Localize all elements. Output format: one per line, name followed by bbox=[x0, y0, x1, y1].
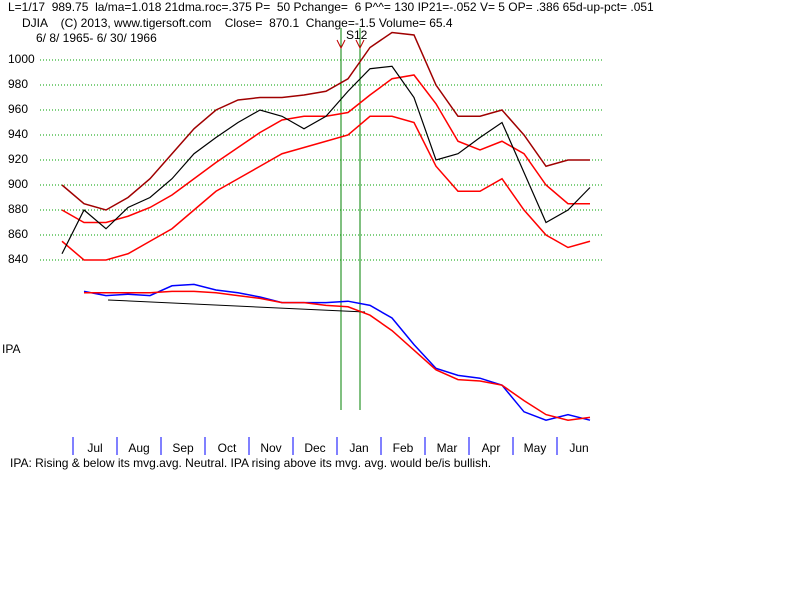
x-tick-label: Oct bbox=[218, 441, 237, 455]
x-tick-label: Sep bbox=[172, 441, 194, 455]
signal-arrow bbox=[336, 39, 365, 50]
y-tick-label: 840 bbox=[8, 252, 28, 266]
y-tick-label: 1000 bbox=[8, 52, 35, 66]
y-tick-label: 980 bbox=[8, 77, 28, 91]
y-tick-label: 940 bbox=[8, 127, 28, 141]
x-tick-label: Nov bbox=[260, 441, 281, 455]
x-tick-label: Apr bbox=[482, 441, 501, 455]
signal-label: S12 bbox=[346, 28, 368, 42]
trend-line bbox=[107, 299, 366, 313]
caption: IPA: Rising & below its mvg.avg. Neutral… bbox=[10, 456, 491, 470]
x-tick-label: Feb bbox=[393, 441, 414, 455]
series-line bbox=[83, 283, 591, 421]
series-line bbox=[61, 65, 591, 255]
y-tick-label: 860 bbox=[8, 227, 28, 241]
series-line bbox=[84, 290, 591, 421]
y-tick-label: 960 bbox=[8, 102, 28, 116]
x-tick-label: Jan bbox=[349, 441, 368, 455]
series-line bbox=[61, 74, 590, 224]
y-tick-label: 920 bbox=[8, 152, 28, 166]
x-tick-label: Dec bbox=[304, 441, 325, 455]
header-line: L=1/17 989.75 la/ma=1.018 21dma.roc=.375… bbox=[8, 0, 654, 14]
x-tick-label: Jul bbox=[87, 441, 102, 455]
y-tick-label: 880 bbox=[8, 202, 28, 216]
ipa-label: IPA bbox=[2, 342, 20, 356]
x-tick-label: Jun bbox=[569, 441, 588, 455]
x-tick-label: May bbox=[524, 441, 547, 455]
x-tick-label: Aug bbox=[128, 441, 149, 455]
date-range: 6/ 8/ 1965- 6/ 30/ 1966 bbox=[36, 31, 157, 45]
y-tick-label: 900 bbox=[8, 177, 28, 191]
header-line: DJIA (C) 2013, www.tigersoft.com Close= … bbox=[22, 16, 453, 30]
series-line bbox=[61, 31, 590, 211]
series-line bbox=[61, 115, 591, 261]
x-tick-label: Mar bbox=[437, 441, 458, 455]
